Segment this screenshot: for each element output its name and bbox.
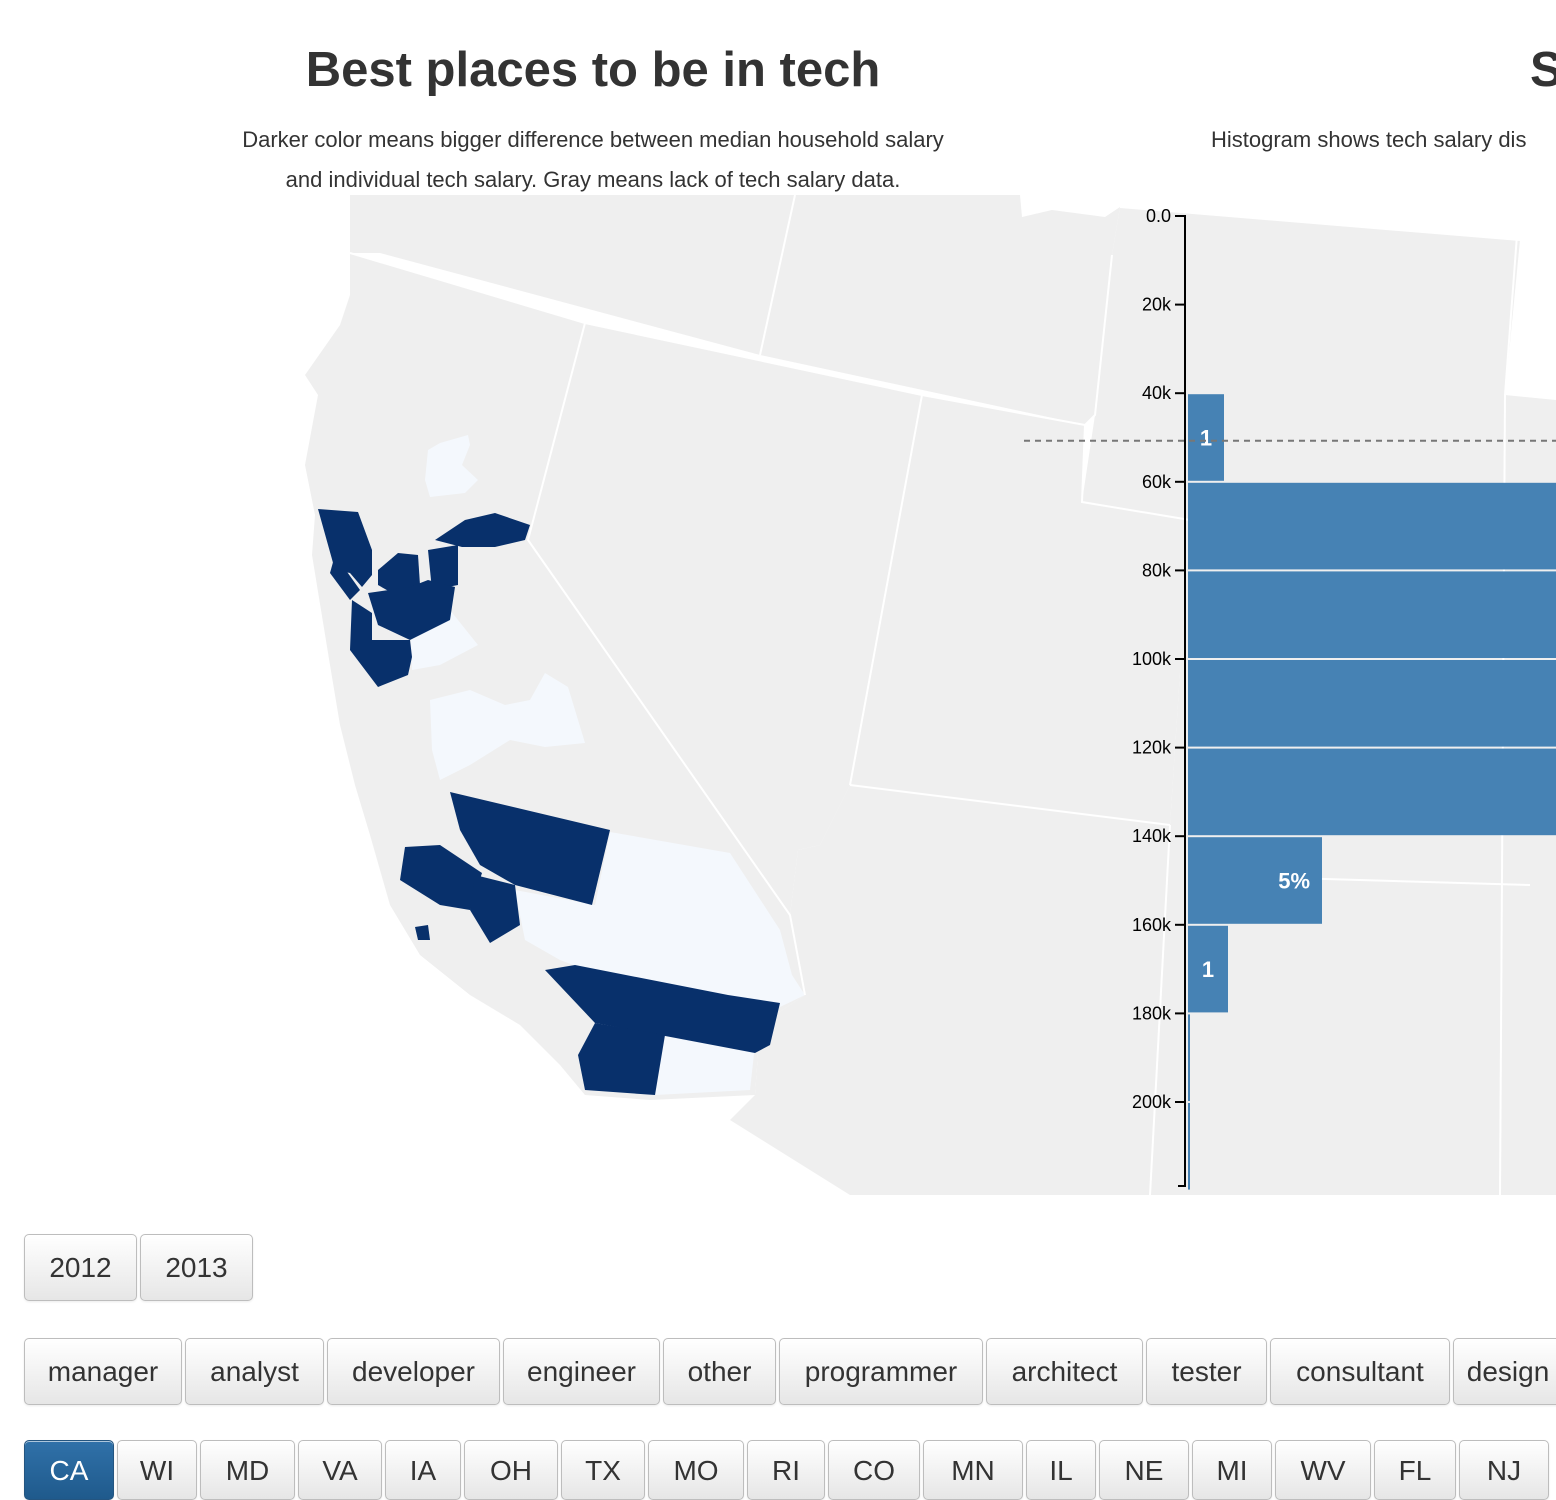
county-dark-13 — [415, 925, 430, 940]
state-button-wi[interactable]: WI — [117, 1440, 197, 1500]
county-dark-3 — [378, 553, 420, 593]
county-light-5 — [655, 1035, 755, 1095]
job-button-architect[interactable]: architect — [986, 1338, 1143, 1405]
border-wy-mt — [1119, 206, 1521, 241]
y-axis-tick-label: 180k — [1132, 1003, 1172, 1023]
state-button-wv[interactable]: WV — [1275, 1440, 1371, 1500]
job-button-manager[interactable]: manager — [24, 1338, 182, 1405]
y-axis-tick-label: 160k — [1132, 915, 1172, 935]
state-button-fl[interactable]: FL — [1374, 1440, 1456, 1500]
job-button-consultant[interactable]: consultant — [1270, 1338, 1450, 1405]
histogram-description-fragment: Histogram shows tech salary dis — [1211, 127, 1527, 152]
job-button-programmer[interactable]: programmer — [779, 1338, 983, 1405]
county-dark-11 — [545, 965, 780, 1053]
y-axis-tick-label: 20k — [1142, 295, 1172, 315]
histogram-title-fragment: S — [1530, 43, 1556, 97]
state-button-tx[interactable]: TX — [561, 1440, 645, 1500]
job-button-engineer[interactable]: engineer — [503, 1338, 660, 1405]
year-button-2013[interactable]: 2013 — [140, 1234, 253, 1301]
y-axis-tick-label: 40k — [1142, 383, 1172, 403]
histogram-bar-label: 5% — [1278, 869, 1310, 894]
histogram-bar — [1188, 571, 1556, 658]
state-button-co[interactable]: CO — [828, 1440, 920, 1500]
county-dark-4 — [428, 545, 458, 590]
county-dark-10 — [470, 875, 520, 943]
state-button-nj[interactable]: NJ — [1459, 1440, 1549, 1500]
county-dark-7 — [350, 600, 412, 687]
state-button-oh[interactable]: OH — [464, 1440, 558, 1500]
state-idaho — [760, 195, 1120, 425]
county-light-1 — [425, 435, 478, 497]
state-arizona — [730, 785, 1170, 1195]
state-buttons: CA WI MD VA IA OH TX MO RI CO MN IL NE MI WV FL NJ — [24, 1440, 1552, 1500]
county-dark-2 — [330, 555, 360, 600]
job-button-analyst[interactable]: analyst — [185, 1338, 324, 1405]
year-buttons: 2012 2013 — [24, 1234, 256, 1301]
y-axis-tick-label: 200k — [1132, 1092, 1172, 1112]
county-dark-1 — [318, 509, 372, 587]
state-oregon — [350, 195, 795, 355]
state-button-md[interactable]: MD — [200, 1440, 295, 1500]
border-id-wy — [1080, 254, 1191, 521]
histogram-bar — [1188, 1103, 1190, 1190]
job-button-developer[interactable]: developer — [327, 1338, 500, 1405]
state-button-ne[interactable]: NE — [1099, 1440, 1189, 1500]
job-title-buttons: manager analyst developer engineer other… — [24, 1338, 1556, 1405]
border-ca-nv — [526, 322, 806, 996]
county-light-3 — [430, 673, 585, 780]
county-dark-12 — [578, 1023, 665, 1095]
job-button-other[interactable]: other — [663, 1338, 776, 1405]
histogram-bar — [1188, 1014, 1190, 1101]
border-east-1 — [1499, 195, 1521, 1195]
county-dark-6 — [368, 580, 455, 640]
county-dark-9 — [400, 845, 482, 910]
year-button-2012[interactable]: 2012 — [24, 1234, 137, 1301]
histogram-bar — [1188, 394, 1224, 481]
state-button-mn[interactable]: MN — [923, 1440, 1023, 1500]
y-axis-tick-label: 100k — [1132, 649, 1172, 669]
map-and-histogram: 1 5% 1 0.0 20k 40k 60k 80k 100k 120k 140k 160k 180k 2… — [0, 195, 1556, 1195]
state-utah — [850, 395, 1190, 825]
county-dark-5 — [435, 513, 530, 547]
state-button-ca[interactable]: CA — [24, 1440, 114, 1500]
y-axis-tick-label: 60k — [1142, 472, 1172, 492]
county-dark-8 — [450, 792, 610, 905]
y-axis-tick-label: 0.0 — [1146, 206, 1171, 226]
histogram-bar — [1188, 748, 1556, 836]
histogram-bar — [1188, 925, 1228, 1013]
state-button-mo[interactable]: MO — [648, 1440, 744, 1500]
state-button-ri[interactable]: RI — [747, 1440, 825, 1500]
histogram-bar-label: 1 — [1200, 426, 1212, 451]
y-axis-tick-label: 80k — [1142, 560, 1172, 580]
salary-histogram: 1 5% 1 0.0 20k 40k 60k 80k 100k 120k 140k 160k 180k 2… — [1024, 206, 1556, 1190]
y-axis-tick-label: 120k — [1132, 738, 1172, 758]
histogram-bar — [1188, 837, 1322, 924]
map-description-line-1: Darker color means bigger difference bet… — [242, 127, 944, 152]
histogram-bar — [1188, 660, 1556, 747]
border-ca-or — [349, 252, 586, 324]
border-ut-co — [1149, 824, 1171, 1195]
job-button-design[interactable]: design — [1453, 1338, 1556, 1405]
job-button-tester[interactable]: tester — [1146, 1338, 1267, 1405]
map-description-line-2: and individual tech salary. Gray means l… — [285, 167, 901, 192]
state-button-ia[interactable]: IA — [385, 1440, 461, 1500]
border-nv-ut — [849, 394, 923, 786]
border-nv-az — [849, 784, 1171, 826]
histogram-bar — [1188, 482, 1556, 570]
county-light-4 — [515, 832, 805, 1007]
y-axis-tick-label: 140k — [1132, 826, 1172, 846]
state-button-va[interactable]: VA — [298, 1440, 382, 1500]
state-button-mi[interactable]: MI — [1192, 1440, 1272, 1500]
page-title: Best places to be in tech — [305, 43, 881, 97]
state-button-il[interactable]: IL — [1026, 1440, 1096, 1500]
state-nevada — [528, 323, 922, 915]
state-borders — [349, 195, 1531, 1195]
histogram-bar-label: 1 — [1202, 957, 1214, 982]
border-or-id — [759, 195, 796, 356]
map-description: Darker color means bigger difference bet… — [0, 120, 1186, 200]
